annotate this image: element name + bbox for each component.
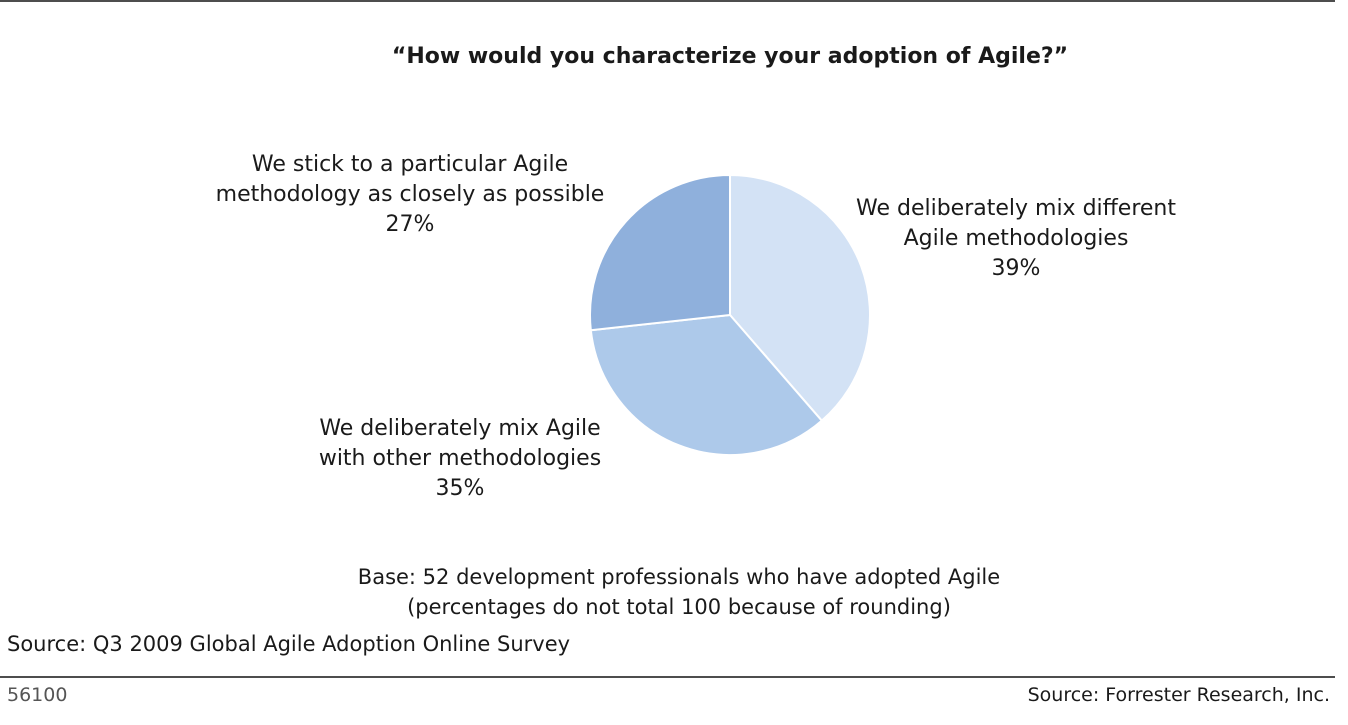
source-credit: Source: Forrester Research, Inc. [1027, 684, 1330, 706]
slice-value-label: 27% [385, 212, 435, 237]
slice-label-line: We deliberately mix different [855, 196, 1177, 221]
pie-slice-mix-different-agile [729, 173, 871, 423]
figure-id: 56100 [7, 684, 68, 706]
slice-label-line: We stick to a particular Agile [251, 152, 569, 177]
slice-label-line: methodology as closely as possible [215, 182, 605, 207]
bottom-rule [0, 676, 1335, 678]
chart-title: “How would you characterize your adoptio… [391, 44, 1069, 69]
survey-source: Source: Q3 2009 Global Agile Adoption On… [7, 632, 571, 656]
slice-label-mix-agile-other: We deliberately mix Agile with other met… [295, 414, 625, 504]
slice-label-line: Agile methodologies [903, 226, 1129, 251]
base-note: Base: 52 development professionals who h… [0, 562, 1348, 622]
slice-value-label: 35% [435, 476, 485, 501]
slice-value-label: 39% [991, 256, 1041, 281]
slice-label-stick-to-methodology: We stick to a particular Agile methodolo… [190, 150, 630, 240]
pie-slice-stick-to-methodology [589, 173, 731, 332]
base-note-line: (percentages do not total 100 because of… [407, 595, 951, 619]
slice-label-line: We deliberately mix Agile [319, 416, 601, 441]
base-note-line: Base: 52 development professionals who h… [357, 565, 1001, 589]
slice-label-line: with other methodologies [318, 446, 602, 471]
top-rule [0, 0, 1335, 2]
pie-slice-mix-agile-other [589, 313, 824, 456]
slice-label-mix-different-agile: We deliberately mix different Agile meth… [846, 194, 1186, 284]
